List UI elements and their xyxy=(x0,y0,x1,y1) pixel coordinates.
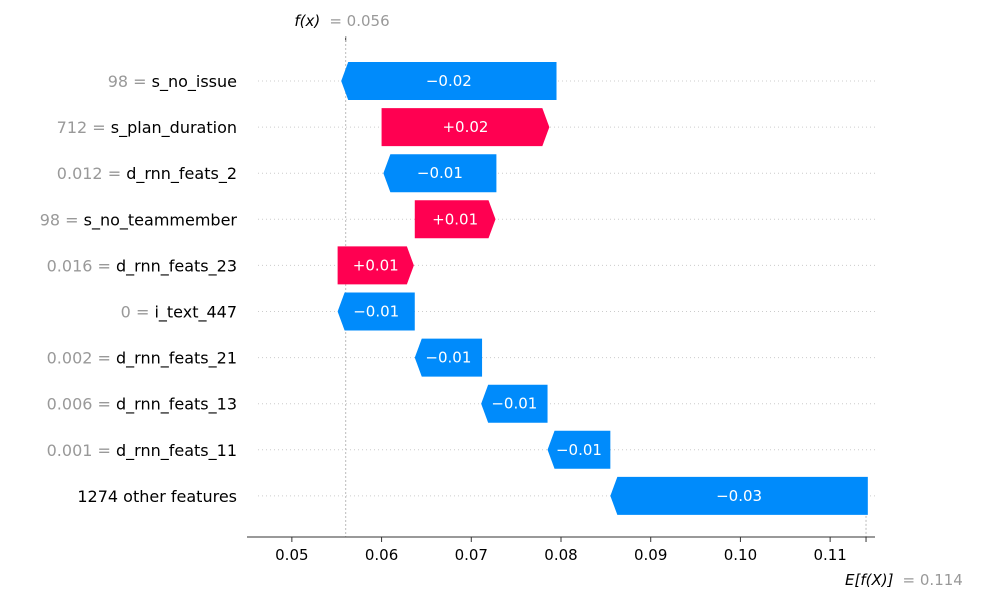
feature-label-0: 98 = s_no_issue xyxy=(108,72,237,92)
fx-label: f(x) xyxy=(294,12,320,30)
efx-annotation: E[f(X)] = 0.114 xyxy=(845,570,963,589)
feature-label-8: 0.001 = d_rnn_feats_11 xyxy=(47,441,237,461)
feature-name-3: s_no_teammember xyxy=(84,210,238,230)
feature-value-2: 0.012 = xyxy=(57,164,126,183)
feature-bar-2 xyxy=(383,154,497,193)
feature-label-7: 0.006 = d_rnn_feats_13 xyxy=(47,395,237,415)
bar-value-label-8: −0.01 xyxy=(556,441,602,459)
x-axis-ticks: 0.05 0.06 0.07 0.08 0.09 0.10 0.11 xyxy=(275,537,867,564)
bar-value-label-6: −0.01 xyxy=(425,349,471,367)
feature-name-7: d_rnn_feats_13 xyxy=(116,395,237,415)
feature-bar-6 xyxy=(414,338,483,377)
feature-value-7: 0.006 = xyxy=(47,395,116,414)
feature-bars: −0.02 +0.02 −0.01 +0.01 +0.01 −0.01 −0.01 −0.01… xyxy=(337,62,868,515)
feature-label-4: 0.016 = d_rnn_feats_23 xyxy=(47,256,237,276)
feature-value-6: 0.002 = xyxy=(47,349,116,368)
feature-bar-8 xyxy=(547,430,611,469)
efx-label: E[f(X)] xyxy=(845,571,894,589)
bar-value-label-1: +0.02 xyxy=(442,118,488,136)
x-tick-label-1: 0.06 xyxy=(365,546,398,564)
bar-value-label-4: +0.01 xyxy=(353,256,399,274)
feature-label-5: 0 = i_text_447 xyxy=(121,303,237,323)
bar-value-label-3: +0.01 xyxy=(432,210,478,228)
feature-bar-1 xyxy=(381,108,550,147)
fx-value: = 0.056 xyxy=(329,12,389,30)
efx-value: = 0.114 xyxy=(903,571,963,589)
feature-bar-9 xyxy=(610,476,868,515)
feature-name-8: d_rnn_feats_11 xyxy=(116,441,237,461)
feature-label-6: 0.002 = d_rnn_feats_21 xyxy=(47,349,237,369)
feature-name-1: s_plan_duration xyxy=(111,118,237,138)
bar-value-label-0: −0.02 xyxy=(426,72,472,90)
feature-name-5: i_text_447 xyxy=(154,303,237,323)
feature-name-2: d_rnn_feats_2 xyxy=(126,164,237,184)
feature-value-4: 0.016 = xyxy=(47,256,116,275)
bar-value-label-5: −0.01 xyxy=(353,303,399,321)
feature-name-9: 1274 other features xyxy=(77,487,237,506)
feature-value-5: 0 = xyxy=(121,303,155,322)
bar-value-label-7: −0.01 xyxy=(491,395,537,413)
x-tick-label-5: 0.10 xyxy=(724,546,757,564)
x-tick-label-4: 0.09 xyxy=(634,546,667,564)
feature-value-0: 98 = xyxy=(108,72,152,91)
feature-label-3: 98 = s_no_teammember xyxy=(40,210,238,230)
x-tick-label-3: 0.08 xyxy=(544,546,577,564)
feature-value-8: 0.001 = xyxy=(47,441,116,460)
feature-value-1: 712 = xyxy=(57,118,111,137)
feature-name-6: d_rnn_feats_21 xyxy=(116,349,237,369)
bar-value-label-9: −0.03 xyxy=(716,487,762,505)
x-tick-label-2: 0.07 xyxy=(455,546,488,564)
feature-name-4: d_rnn_feats_23 xyxy=(116,256,237,276)
feature-labels: 98 = s_no_issue 712 = s_plan_duration 0.01… xyxy=(40,72,238,506)
fx-annotation: f(x) = 0.056 xyxy=(294,11,389,30)
feature-label-2: 0.012 = d_rnn_feats_2 xyxy=(57,164,237,184)
x-tick-label-6: 0.11 xyxy=(813,546,846,564)
feature-bar-4 xyxy=(337,246,414,285)
feature-value-3: 98 = xyxy=(40,210,84,229)
feature-bar-0 xyxy=(341,62,557,100)
feature-bar-7 xyxy=(481,384,548,423)
feature-bar-5 xyxy=(337,292,415,331)
x-tick-label-0: 0.05 xyxy=(275,546,308,564)
feature-bar-3 xyxy=(414,200,496,239)
bar-value-label-2: −0.01 xyxy=(417,164,463,182)
feature-label-9: 1274 other features xyxy=(77,487,237,506)
feature-label-1: 712 = s_plan_duration xyxy=(57,118,237,138)
feature-name-0: s_no_issue xyxy=(152,72,237,92)
